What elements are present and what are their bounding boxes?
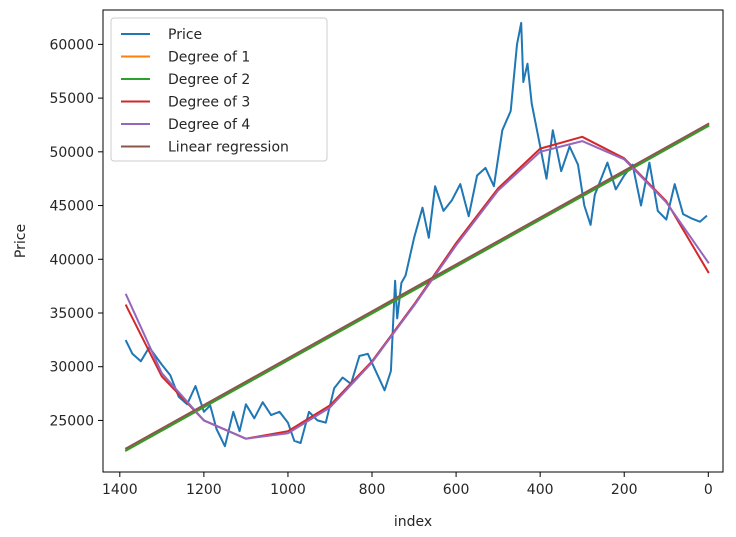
y-tick-label: 55000 <box>49 91 94 107</box>
legend-label-degree-of-1: Degree of 1 <box>168 50 250 66</box>
axes-frame <box>102 9 724 473</box>
series-layer <box>124 21 710 452</box>
y-tick-label: 30000 <box>49 360 94 376</box>
series-line-degree-of-2 <box>124 124 710 452</box>
x-tick-label: 1200 <box>186 482 222 498</box>
x-tick-label: 0 <box>704 482 713 498</box>
y-tick-label: 35000 <box>49 306 94 322</box>
y-tick-label: 25000 <box>49 413 94 429</box>
legend: Price Degree of 1 Degree of 2 Degree of 3 De… <box>110 17 328 162</box>
legend-label-degree-of-2: Degree of 2 <box>168 72 250 88</box>
y-tick-label: 50000 <box>49 145 94 161</box>
x-axis-label: index <box>394 514 432 530</box>
x-tick-label: 200 <box>611 482 638 498</box>
y-tick-label: 45000 <box>49 199 94 215</box>
x-tick-label: 1000 <box>270 482 306 498</box>
x-tick-label: 1400 <box>102 482 138 498</box>
y-tick-label: 60000 <box>49 37 94 53</box>
ticks-layer: 1400 1200 1000 800 600 400 200 0 25000 30000 35000… <box>49 37 712 498</box>
legend-label-price: Price <box>168 27 202 43</box>
legend-label-linear-regression: Linear regression <box>168 140 289 156</box>
legend-label-degree-of-3: Degree of 3 <box>168 95 250 111</box>
legend-box <box>110 17 328 162</box>
series-line-linear-regression <box>124 122 710 450</box>
legend-label-degree-of-4: Degree of 4 <box>168 117 250 133</box>
y-tick-label: 40000 <box>49 252 94 268</box>
x-tick-label: 800 <box>359 482 386 498</box>
x-tick-label: 400 <box>527 482 554 498</box>
y-axis-label: Price <box>13 224 29 258</box>
series-line-degree-of-4 <box>124 140 710 440</box>
x-tick-label: 600 <box>443 482 470 498</box>
